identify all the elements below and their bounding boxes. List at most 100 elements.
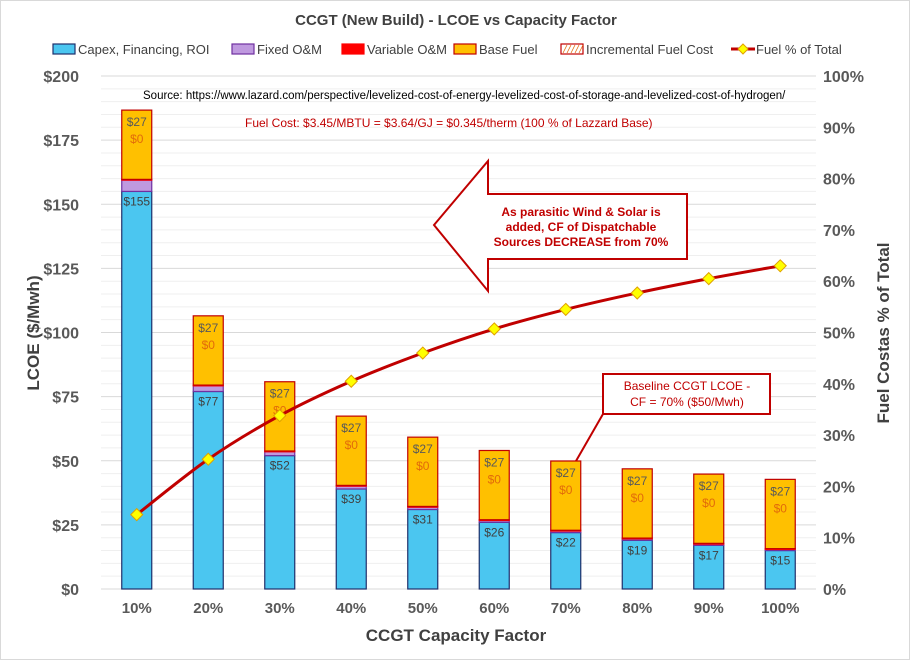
legend-swatch: [231, 43, 255, 55]
y2-tick-label: 40%: [823, 377, 855, 394]
legend-label: Fuel % of Total: [756, 42, 842, 57]
x-axis-title: CCGT Capacity Factor: [366, 626, 547, 645]
bar-segment-3: [121, 109, 153, 180]
fuel-percent-line: [135, 264, 781, 516]
baseline-callout-leader: [575, 413, 604, 462]
bar-data-label: $0: [702, 496, 716, 510]
arrow-callout-line-2: added, CF of Dispatchable: [506, 220, 657, 234]
bar-segment-3: [621, 468, 653, 539]
bar-segment-3: [335, 415, 367, 486]
bar-data-label: $52: [270, 459, 290, 473]
bar-data-label: $0: [202, 338, 216, 352]
legend-label: Fixed O&M: [257, 42, 322, 57]
bar-data-label: $27: [127, 115, 147, 129]
fuel-percent-marker: [702, 271, 716, 286]
bar-segment-0: [121, 190, 153, 590]
x-tick-label: 40%: [336, 600, 366, 617]
bar-data-label: $27: [341, 421, 361, 435]
fuel-percent-marker: [344, 374, 358, 388]
fuel-percent-marker: [201, 452, 215, 466]
bar-segment-3: [764, 478, 796, 550]
bar-data-label: $31: [413, 512, 433, 526]
y2-tick-label: 0%: [823, 582, 846, 599]
bar-segment-3: [192, 315, 224, 386]
bar-data-label: $0: [559, 483, 573, 497]
fuel-percent-marker: [130, 507, 144, 522]
bar-data-label: $27: [413, 442, 433, 456]
fuel-percent-marker: [630, 286, 644, 300]
fuel-percent-marker: [487, 322, 501, 336]
fuel-cost-annotation: Fuel Cost: $3.45/MBTU = $3.64/GJ = $0.34…: [245, 116, 653, 130]
x-tick-label: 50%: [408, 600, 438, 617]
bar-segment-3: [407, 436, 439, 508]
bar-data-label: $27: [270, 387, 290, 401]
y2-tick-label: 80%: [823, 172, 855, 189]
bar-data-label: $27: [699, 479, 719, 493]
chart-title: CCGT (New Build) - LCOE vs Capacity Fact…: [295, 12, 617, 29]
y-tick-label: $25: [52, 518, 79, 535]
bar-segment-1: [192, 385, 224, 393]
legend-swatch: [341, 43, 365, 55]
y-axis-title: LCOE ($/Mwh): [24, 275, 43, 390]
bar-segment-1: [121, 179, 153, 193]
bar-segment-0: [264, 455, 296, 590]
bar-data-label: $26: [484, 525, 504, 539]
bar-segment-0: [764, 549, 796, 590]
y-tick-label: $125: [43, 261, 79, 278]
legend-hatch: [578, 44, 584, 54]
bar-segment-0: [693, 544, 725, 590]
x-tick-label: 60%: [479, 600, 509, 617]
bar-data-label: $155: [123, 194, 150, 208]
legend: Capex, Financing, ROI Fixed O&M Variable O…: [52, 42, 842, 57]
bar-data-label: $27: [484, 455, 504, 469]
bar-segment-0: [621, 539, 653, 590]
source-annotation: Source: https://www.lazard.com/perspecti…: [143, 90, 786, 102]
y2-tick-label: 20%: [823, 479, 855, 496]
bar-data-label: $27: [627, 474, 647, 488]
baseline-callout-line-2: CF = 70% ($50/Mwh): [630, 395, 744, 409]
x-tick-label: 90%: [694, 600, 724, 617]
arrow-callout-line-3: Sources DECREASE from 70%: [494, 235, 669, 249]
y2-tick-label: 90%: [823, 120, 855, 137]
legend-label: Capex, Financing, ROI: [78, 42, 210, 57]
bar-data-label: $27: [556, 466, 576, 480]
y-tick-label: $50: [52, 454, 79, 471]
legend-hatch: [574, 44, 580, 54]
x-tick-label: 30%: [265, 600, 295, 617]
bar-data-label: $0: [774, 501, 788, 515]
y2-tick-label: 100%: [823, 69, 864, 86]
bar-segment-0: [407, 508, 439, 590]
x-tick-label: 80%: [622, 600, 652, 617]
bar-data-label: $0: [488, 472, 502, 486]
bar-data-label: $22: [556, 536, 576, 550]
legend-hatch: [566, 44, 572, 54]
legend-label: Incremental Fuel Cost: [586, 42, 714, 57]
bar-segment-0: [335, 488, 367, 590]
x-tick-label: 70%: [551, 600, 581, 617]
bar-data-label: $27: [770, 484, 790, 498]
bar-data-label: $17: [699, 548, 719, 562]
bar-segment-3: [478, 449, 510, 521]
y-tick-label: $0: [61, 582, 79, 599]
y2-tick-label: 60%: [823, 274, 855, 291]
legend-hatch: [562, 44, 568, 54]
bar-data-label: $77: [198, 394, 218, 408]
y-tick-label: $100: [43, 326, 79, 343]
bar-data-label: $39: [341, 492, 361, 506]
y2-tick-label: 30%: [823, 428, 855, 445]
arrow-callout-shape: [432, 158, 688, 294]
fuel-percent-marker: [416, 346, 430, 360]
fuel-percent-marker: [773, 259, 787, 273]
bar-segment-0: [192, 390, 224, 590]
y-tick-label: $200: [43, 69, 79, 86]
y2-tick-label: 70%: [823, 223, 855, 240]
fuel-percent-marker: [273, 408, 287, 423]
baseline-callout-line-1: Baseline CCGT LCOE -: [624, 379, 751, 393]
legend-hatch: [570, 44, 576, 54]
bar-data-label: $0: [416, 459, 430, 473]
bar-segment-3: [264, 381, 296, 452]
legend-swatch: [52, 43, 76, 55]
x-tick-label: 20%: [193, 600, 223, 617]
